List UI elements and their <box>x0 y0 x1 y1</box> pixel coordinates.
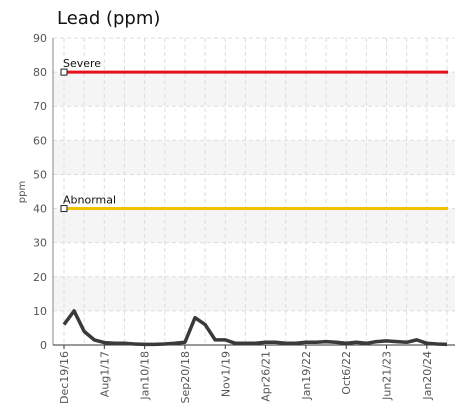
threshold-marker <box>60 68 68 76</box>
x-tick-label: Apr26/21 <box>260 351 273 402</box>
y-tick-label: 80 <box>33 66 47 79</box>
x-tick-label: Sep20/18 <box>179 351 192 403</box>
x-tick-label: Jun21/23 <box>381 351 394 401</box>
threshold-marker <box>60 205 68 213</box>
y-tick-label: 90 <box>33 32 47 45</box>
y-tick-label: 40 <box>33 203 47 216</box>
threshold-label: Severe <box>63 57 101 70</box>
band <box>53 72 455 107</box>
y-tick-label: 30 <box>33 237 47 250</box>
data-line <box>62 309 448 347</box>
y-tick-label: 70 <box>33 100 47 113</box>
band <box>53 276 455 311</box>
x-tick-label: Dec19/16 <box>58 351 71 404</box>
band <box>53 140 455 175</box>
x-tick-label: Jan19/22 <box>300 351 313 401</box>
chart-title: Lead (ppm) <box>57 8 160 29</box>
x-tick-label: Jan10/18 <box>139 351 152 401</box>
y-axis-label: ppm <box>17 181 28 203</box>
y-tick-label: 10 <box>33 305 47 318</box>
x-tick-label: Aug1/17 <box>98 351 111 397</box>
x-tick-label: Oct6/22 <box>340 351 353 395</box>
y-tick-label: 0 <box>40 339 47 352</box>
x-tick-label: Nov1/19 <box>219 351 232 397</box>
x-tick-label: Jan20/24 <box>421 351 434 401</box>
y-tick-label: 50 <box>33 168 47 181</box>
y-tick-label: 20 <box>33 271 47 284</box>
y-tick-label: 60 <box>33 134 47 147</box>
threshold-label: Abnormal <box>63 194 116 207</box>
band <box>53 208 455 243</box>
